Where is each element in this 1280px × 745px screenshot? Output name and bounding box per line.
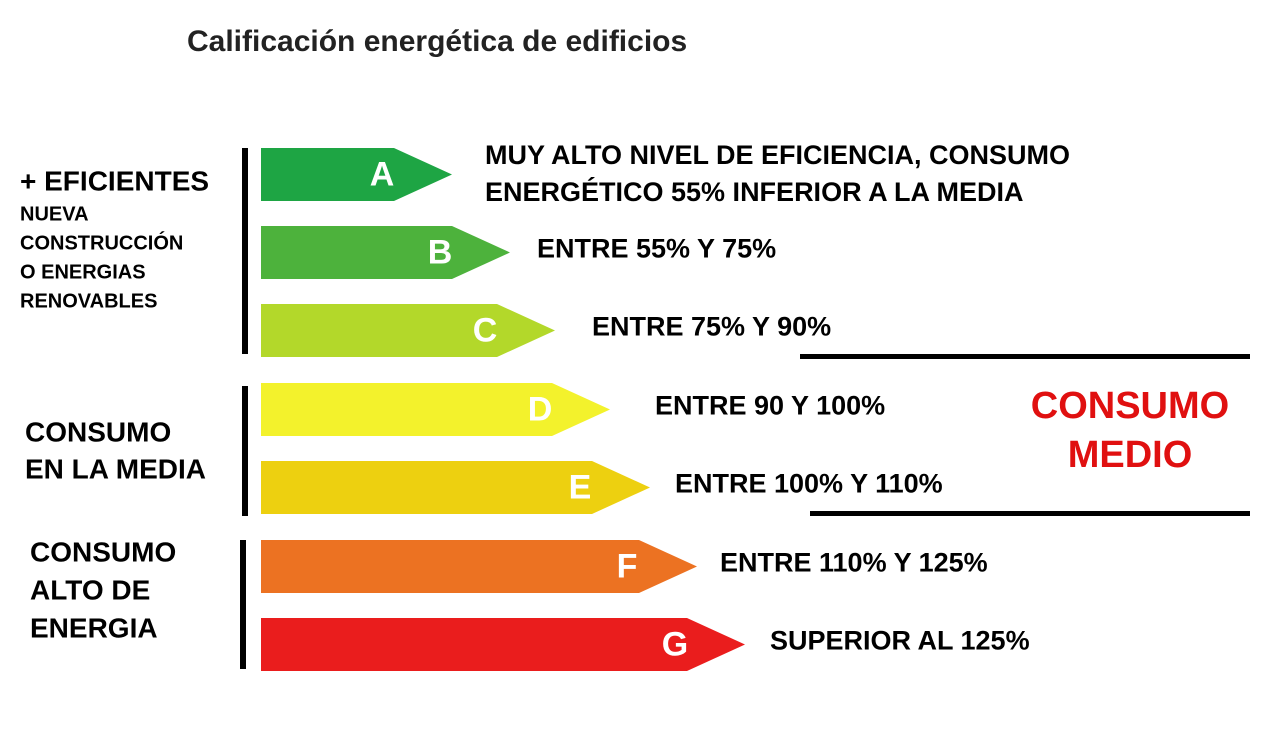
rating-description: ENTRE 100% Y 110%: [675, 469, 943, 499]
group-label: O ENERGIAS: [20, 261, 146, 283]
average-label: CONSUMO: [1031, 385, 1229, 427]
group-bracket: [242, 148, 248, 354]
group-label: ALTO DE: [30, 574, 150, 605]
energy-arrow: [261, 226, 510, 279]
group-bracket: [242, 386, 248, 516]
rating-letter: E: [569, 468, 592, 506]
group-bracket: [240, 540, 246, 669]
rating-letter: C: [473, 311, 498, 349]
energy-arrow: [261, 618, 745, 671]
group-label: RENOVABLES: [20, 290, 157, 312]
group-label: EN LA MEDIA: [25, 453, 206, 484]
group-heading: + EFICIENTES: [20, 165, 209, 196]
energy-arrow: [261, 540, 697, 593]
group-label: CONSUMO: [25, 416, 171, 447]
rating-letter: F: [617, 547, 638, 585]
group-label: CONSUMO: [30, 536, 176, 567]
rating-letter: D: [528, 390, 553, 428]
energy-arrow: [261, 461, 650, 514]
group-label: ENERGIA: [30, 612, 158, 643]
divider: [800, 354, 1250, 359]
rating-description: SUPERIOR AL 125%: [770, 626, 1030, 656]
rating-description: ENERGÉTICO 55% INFERIOR A LA MEDIA: [485, 176, 1024, 207]
average-label: MEDIO: [1068, 434, 1193, 476]
divider: [810, 511, 1250, 516]
group-label: CONSTRUCCIÓN: [20, 230, 183, 254]
rating-description: MUY ALTO NIVEL DE EFICIENCIA, CONSUMO: [485, 140, 1070, 170]
energy-arrow: [261, 304, 555, 357]
rating-letter: G: [662, 625, 688, 663]
rating-description: ENTRE 90 Y 100%: [655, 391, 885, 421]
group-label: NUEVA: [20, 203, 89, 225]
energy-arrow: [261, 148, 452, 201]
rating-letter: B: [428, 233, 453, 271]
rating-letter: A: [370, 155, 395, 193]
energy-arrow: [261, 383, 610, 436]
rating-description: ENTRE 55% Y 75%: [537, 234, 776, 264]
title: Calificación energética de edificios: [187, 25, 687, 58]
rating-description: ENTRE 110% Y 125%: [720, 548, 988, 578]
rating-description: ENTRE 75% Y 90%: [592, 312, 831, 342]
